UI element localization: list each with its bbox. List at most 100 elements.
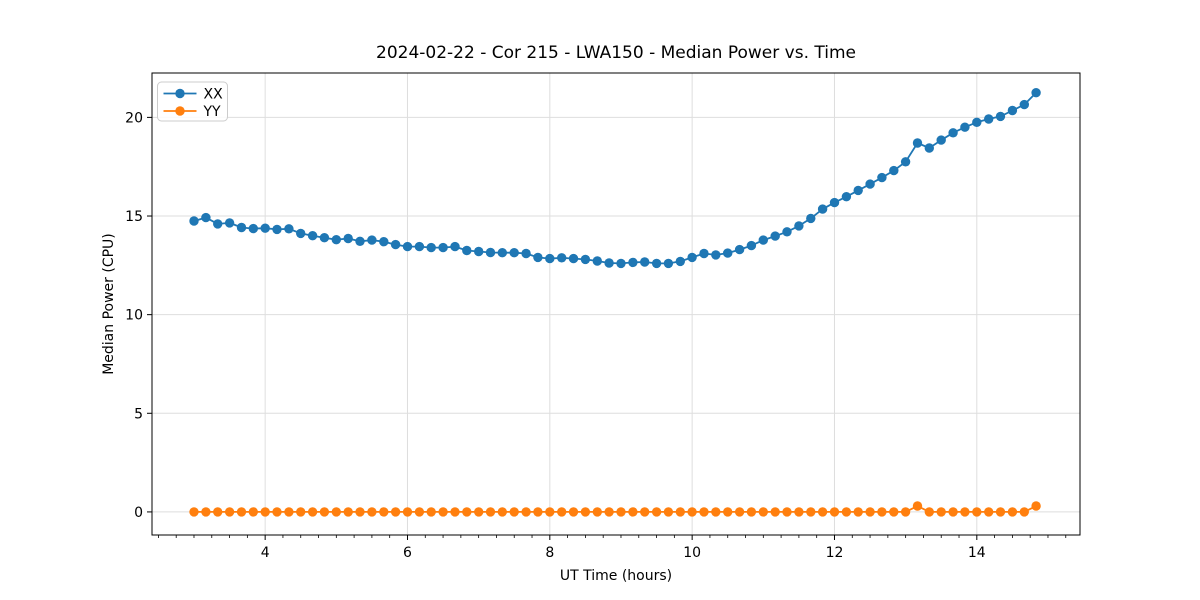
series-YY-point bbox=[687, 507, 697, 517]
x-tick-label: 6 bbox=[403, 545, 412, 561]
series-XX-point bbox=[628, 257, 638, 268]
series-YY-point bbox=[829, 507, 840, 517]
series-YY-point bbox=[485, 507, 496, 517]
series-YY-point bbox=[758, 507, 768, 517]
series-XX-point bbox=[604, 258, 614, 268]
series-XX-point bbox=[1031, 88, 1041, 98]
series-YY-point bbox=[272, 507, 282, 517]
series-XX-point bbox=[616, 258, 626, 269]
series-XX-point bbox=[746, 240, 757, 251]
series-XX-point bbox=[367, 235, 377, 245]
series-YY-point bbox=[248, 507, 258, 517]
series-XX-point bbox=[284, 224, 294, 234]
series-YY-point bbox=[794, 507, 804, 517]
series-XX-point bbox=[248, 223, 258, 234]
series-YY-point bbox=[616, 507, 626, 517]
series-YY-point bbox=[889, 507, 899, 517]
series-YY-point bbox=[924, 507, 934, 517]
series-YY-point bbox=[189, 507, 199, 517]
series-XX-point bbox=[426, 242, 436, 253]
series-XX-point bbox=[485, 247, 496, 258]
series-YY-point bbox=[331, 507, 341, 517]
y-tick-label: 15 bbox=[125, 209, 143, 225]
series-YY-point bbox=[651, 507, 662, 517]
series-YY-point bbox=[533, 507, 543, 517]
legend-marker-XX bbox=[175, 88, 185, 99]
series-YY-point bbox=[984, 507, 994, 517]
y-tick-label: 20 bbox=[125, 110, 143, 126]
series-XX-point bbox=[580, 254, 591, 265]
series-XX-point bbox=[912, 138, 923, 148]
series-XX-point bbox=[236, 222, 247, 233]
series-YY-point bbox=[841, 507, 852, 517]
series-XX-point bbox=[213, 219, 223, 229]
series-XX-point bbox=[782, 227, 792, 237]
series-YY-point bbox=[592, 507, 602, 517]
series-XX-point bbox=[651, 258, 662, 269]
series-XX-point bbox=[355, 236, 365, 246]
series-YY-point bbox=[900, 507, 911, 517]
legend-label-XX: XX bbox=[204, 87, 224, 103]
series-YY-point bbox=[1007, 507, 1018, 517]
series-XX-point bbox=[1019, 99, 1029, 110]
series-YY-point bbox=[806, 507, 816, 517]
series-XX-point bbox=[568, 253, 579, 264]
series-YY-point bbox=[628, 507, 638, 517]
series-YY-point bbox=[604, 507, 614, 517]
series-XX-point bbox=[806, 213, 816, 224]
series-XX-point bbox=[533, 252, 543, 263]
ticks bbox=[147, 116, 1067, 540]
series-YY-point bbox=[960, 507, 970, 517]
series-YY-point bbox=[545, 507, 555, 517]
series-XX-point bbox=[343, 233, 353, 244]
series-XX-point bbox=[260, 223, 270, 233]
series-XX-point bbox=[497, 248, 507, 258]
series-YY-point bbox=[236, 507, 247, 517]
series-XX-point bbox=[948, 128, 958, 138]
series-YY-point bbox=[995, 507, 1006, 517]
series-YY-point bbox=[1019, 507, 1029, 517]
series-XX-point bbox=[960, 122, 970, 132]
series-YY-point bbox=[224, 507, 235, 517]
series-XX-point bbox=[723, 248, 733, 258]
series-YY-point bbox=[213, 507, 223, 517]
legend-label-YY: YY bbox=[203, 104, 222, 120]
series-XX-point bbox=[272, 224, 282, 235]
series-XX-point bbox=[984, 114, 994, 124]
series-YY-point bbox=[640, 507, 650, 517]
series-YY-point bbox=[296, 507, 306, 517]
series-YY-point bbox=[319, 507, 330, 517]
series-YY-point bbox=[877, 507, 887, 517]
series-YY-point bbox=[817, 507, 828, 517]
series-XX-point bbox=[995, 111, 1006, 122]
series-XX-point bbox=[201, 212, 211, 223]
x-tick-label: 10 bbox=[683, 545, 701, 561]
series-YY-point bbox=[770, 507, 780, 517]
series-XX-point bbox=[853, 185, 863, 196]
series-XX-point bbox=[414, 241, 425, 252]
series-XX-point bbox=[390, 239, 401, 250]
series-XX-point bbox=[924, 143, 934, 153]
series-YY-point bbox=[557, 507, 567, 517]
series-YY-point bbox=[497, 507, 507, 517]
series-YY-point bbox=[426, 507, 436, 517]
series-YY-point bbox=[972, 507, 982, 517]
series-XX-point bbox=[699, 248, 709, 259]
series-YY-point bbox=[948, 507, 958, 517]
series-XX-point bbox=[841, 192, 852, 202]
series-YY-point bbox=[734, 507, 745, 517]
series-XX-point bbox=[509, 248, 519, 258]
series-YY-point bbox=[201, 507, 211, 517]
series-YY-point bbox=[509, 507, 519, 517]
series-YY-point bbox=[284, 507, 294, 517]
x-tick-label: 8 bbox=[545, 545, 554, 561]
series-XX-point bbox=[402, 241, 413, 252]
series-XX-point bbox=[972, 117, 982, 128]
series-XX-point bbox=[640, 257, 650, 267]
series-XX-point bbox=[521, 248, 531, 259]
series-YY-point bbox=[260, 507, 270, 517]
series-YY-point bbox=[663, 507, 674, 517]
series-YY-point bbox=[307, 507, 318, 517]
series-XX-point bbox=[224, 218, 235, 228]
